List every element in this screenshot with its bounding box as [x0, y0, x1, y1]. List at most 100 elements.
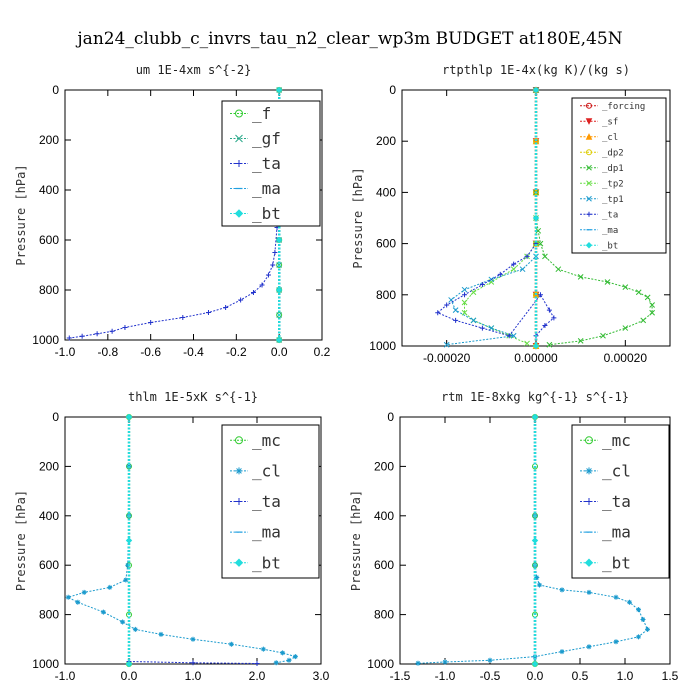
x-tick-label: 0.5 [572, 669, 589, 683]
x-tick-label: -0.00020 [423, 351, 471, 365]
data-point [270, 262, 276, 268]
series-tp2 [461, 87, 539, 347]
legend-label: _cl [252, 462, 281, 481]
series-line [446, 90, 537, 346]
data-point [487, 657, 493, 663]
series-tp1 [443, 87, 539, 348]
legend-marker [585, 436, 593, 445]
data-point [577, 338, 584, 344]
data-point [600, 332, 606, 339]
data-point [461, 309, 468, 316]
data-point [510, 332, 517, 339]
legend-label: _f [252, 104, 271, 123]
y-tick-label: 0 [52, 83, 59, 97]
data-point [272, 250, 278, 255]
data-point [649, 302, 655, 308]
data-point [461, 299, 468, 306]
data-point [510, 266, 517, 273]
y-tick-label: 400 [39, 509, 59, 523]
data-point [180, 315, 186, 320]
legend-marker [585, 133, 593, 140]
data-point [122, 325, 128, 330]
data-point [81, 589, 87, 595]
data-point [125, 413, 133, 421]
data-point [107, 584, 113, 590]
data-point [444, 302, 450, 308]
data-point [223, 305, 229, 310]
x-tick-label: 0.0 [271, 345, 288, 359]
data-point [470, 317, 477, 324]
data-point [190, 636, 196, 642]
y-tick-label: 0 [387, 410, 394, 424]
data-point [537, 582, 542, 588]
data-point [75, 599, 81, 605]
panel-title: um 1E-4xm s^{-2} [136, 63, 252, 77]
x-tick-label: -1.0 [55, 345, 76, 359]
y-tick-label: 600 [374, 558, 394, 572]
data-point [531, 413, 539, 421]
legend-label: _bt [602, 553, 631, 572]
legend-label: _mc [252, 431, 281, 450]
series-line [464, 90, 537, 344]
data-point [443, 341, 450, 348]
data-point [622, 284, 629, 290]
y-tick-label: 800 [374, 608, 394, 622]
data-point [531, 660, 539, 668]
legend: _f _gf _ta _ma _bt [221, 100, 321, 227]
figure-title: jan24_clubb_c_invrs_tau_n2_clear_wp3m BU… [75, 29, 622, 49]
legend-label: _ta [602, 492, 631, 511]
data-point [586, 644, 592, 650]
y-tick-label: 600 [39, 558, 59, 572]
data-point [260, 646, 266, 652]
data-point [275, 336, 283, 344]
series-line [436, 90, 555, 337]
data-point [524, 253, 530, 259]
data-point [280, 650, 286, 656]
y-axis-label: Pressure [hPa] [349, 490, 363, 591]
y-tick-label: 1000 [32, 657, 59, 671]
series-ta [435, 87, 557, 339]
legend-label: _sf [602, 117, 618, 127]
x-tick-label: 1.5 [662, 669, 679, 683]
data-point [479, 325, 485, 331]
y-tick-label: 200 [39, 459, 59, 473]
data-point [613, 594, 619, 600]
data-point [125, 562, 131, 568]
legend-marker [234, 209, 244, 218]
legend-label: _forcing [602, 102, 645, 112]
data-point [640, 317, 647, 324]
data-point [109, 328, 115, 334]
legend-marker [235, 134, 243, 143]
data-point [100, 609, 106, 615]
y-tick-label: 1000 [367, 657, 394, 671]
data-point [537, 240, 544, 247]
data-point [286, 657, 292, 663]
legend-label: _gf [252, 129, 281, 148]
data-point [542, 253, 548, 260]
y-tick-label: 1000 [32, 333, 59, 347]
legend-label: _ma [252, 179, 281, 198]
data-point [555, 266, 562, 273]
y-tick-label: 0 [389, 83, 396, 97]
data-point [604, 279, 611, 285]
x-tick-label: 0.0 [121, 669, 138, 683]
series-cl [415, 414, 650, 666]
panel-title: rtm 1E-8xkg kg^{-1} s^{-1} [441, 390, 629, 404]
y-tick-label: 200 [376, 134, 396, 148]
data-point [120, 619, 126, 625]
data-point [94, 331, 100, 337]
chart-panel-2: rtpthlp 1E-4x(kg K)/(kg s) Pressure [hPa]… [351, 63, 671, 365]
legend-marker [235, 467, 243, 475]
legend-marker [235, 436, 243, 445]
data-point [79, 333, 85, 339]
data-point [228, 641, 234, 647]
data-point [452, 307, 459, 314]
legend-label: _ma [252, 523, 281, 542]
legend-marker [586, 195, 592, 202]
legend-marker [585, 118, 593, 125]
data-point [275, 236, 283, 244]
legend-marker [586, 180, 592, 187]
y-tick-label: 800 [376, 288, 396, 302]
y-tick-label: 400 [376, 185, 396, 199]
data-point [238, 297, 244, 303]
